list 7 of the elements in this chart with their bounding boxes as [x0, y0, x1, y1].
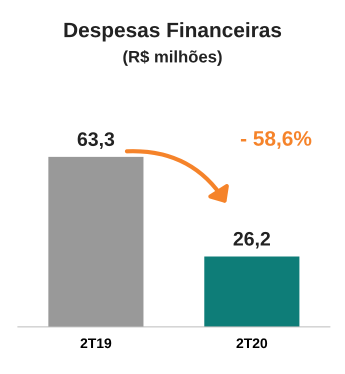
data-label: 26,2: [234, 232, 270, 249]
chart-subtitle: (R$ milhões): [123, 50, 222, 66]
text: - 58,6%: [240, 131, 312, 149]
x-tick-label: 2T19: [80, 338, 112, 348]
data-label: 63,3: [78, 132, 114, 149]
x-tick-label: 2T20: [236, 338, 268, 348]
chart-title: Despesas Financeiras: [64, 22, 282, 42]
